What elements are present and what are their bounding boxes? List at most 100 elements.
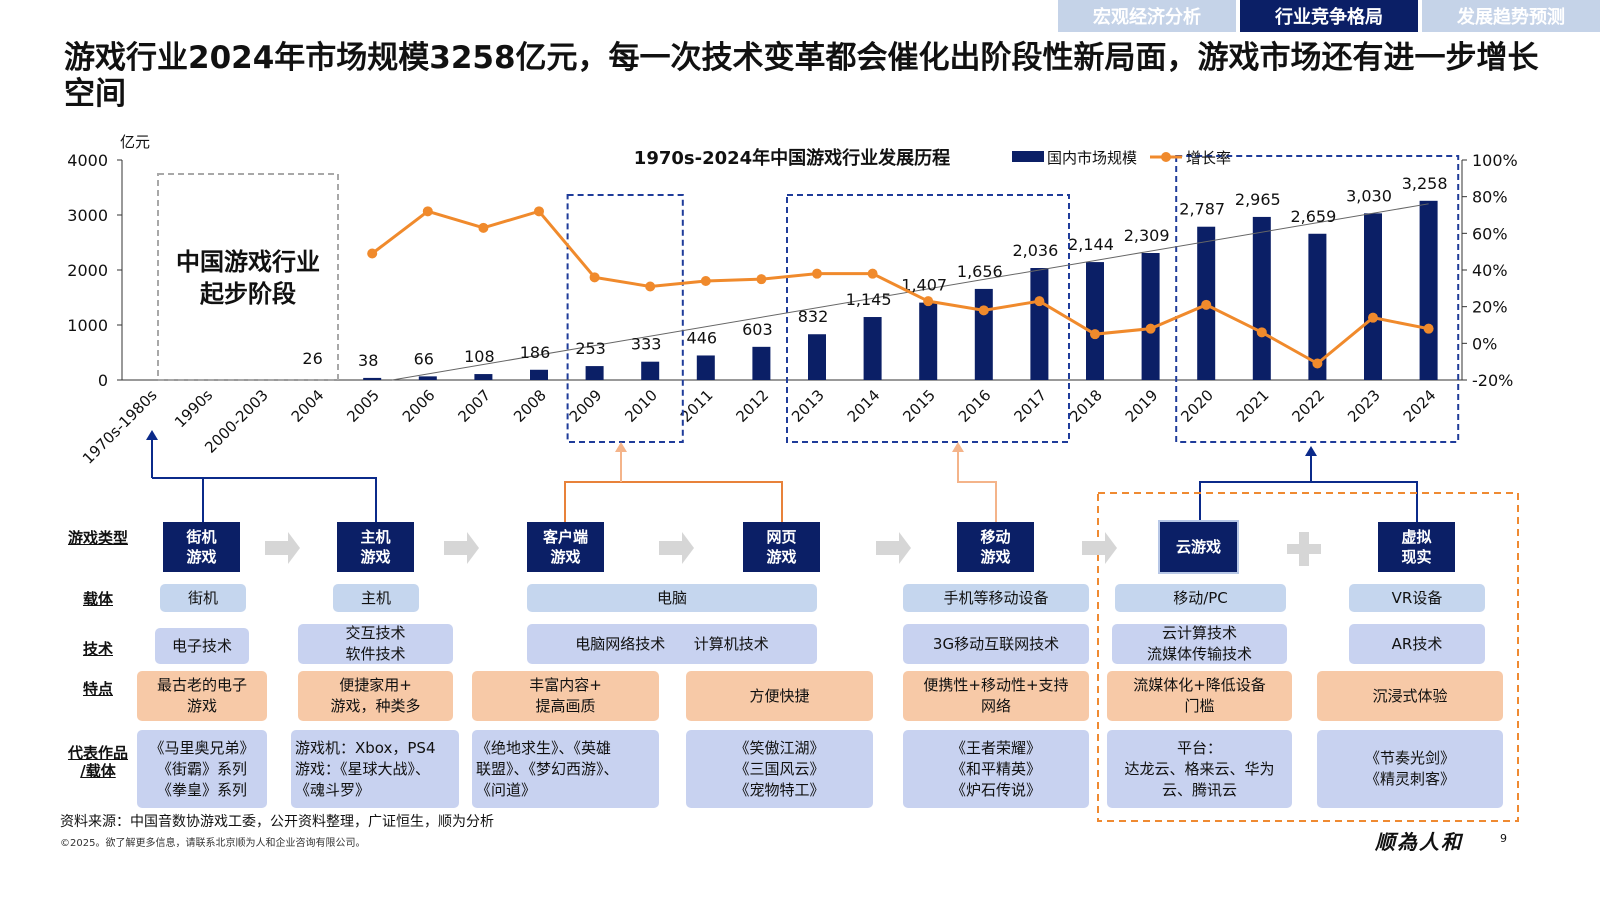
highlight-frame-2009-2010 [566,194,684,443]
y-tick-label-left: 4000 [67,151,108,170]
x-tick-label: 2019 [1122,386,1162,426]
bar-2016 [974,288,993,380]
page-title: 游戏行业2024年市场规模3258亿元，每一次技术变革都会催化出阶段性新局面，游… [64,40,1539,112]
data-label-2005: 38 [358,351,378,370]
company-logo: 顺為人和 [1375,830,1463,854]
works-arcade: 《马里奥兄弟》 《街霸》系列 《拳皇》系列 [137,730,267,808]
growth-rate-line [371,209,1429,366]
tab-trend[interactable]: 发展趋势预测 [1422,0,1600,32]
tech-arcade: 电子技术 [155,628,249,664]
data-label-2012: 603 [742,320,773,339]
type-web: 网页 游戏 [743,522,820,572]
y-tick-label-left: 3000 [67,206,108,225]
tech-cloud: 云计算技术 流媒体传输技术 [1112,624,1287,664]
bar-2008 [530,369,548,380]
bar-2007 [474,374,493,380]
x-tick-label: 2022 [1288,386,1328,426]
section-nav: 宏观经济分析 行业竞争格局 发展趋势预测 [1054,0,1600,34]
y-tick-label-right: 80% [1472,188,1508,207]
x-tick-label: 2012 [732,386,772,426]
works-cloud: 平台： 达龙云、格来云、华为 云、腾讯云 [1107,730,1292,808]
y-tick-label-left: 2000 [67,261,108,280]
x-tick-label: 2013 [788,386,828,426]
works-console: 游戏机：Xbox，PS4 游戏：《星球大战》、 《魂斗罗》 [291,730,459,808]
x-tick-label: 1970s-1980s [79,386,161,468]
growth-rate-point [367,248,378,259]
data-label-2017: 2,036 [1012,241,1058,260]
feature-web: 方便快捷 [686,671,873,721]
x-tick-label: 1990s [171,386,216,431]
feature-vr: 沉浸式体验 [1317,671,1503,721]
bar-2021 [1252,216,1271,380]
growth-rate-point [645,281,656,292]
chart-title: 1970s-2024年中国游戏行业发展历程 [634,147,950,169]
y-tick-label-right: 100% [1472,151,1518,170]
x-tick-label: 2024 [1400,386,1440,426]
bar-2019 [1141,253,1160,380]
market-chart: 0 1000 2000 3000 4000 亿元 -20% 0% 20% 40% 60% 80% 100… [67,133,1518,468]
x-tick-label: 2017 [1010,386,1050,426]
y-tick-label-right: 60% [1472,224,1508,243]
plus-icon [1299,532,1309,566]
growth-rate-point [978,305,989,316]
type-mobile: 移动 游戏 [957,522,1034,572]
bar-2009 [585,366,604,380]
stage-arrow-icon [265,532,300,564]
page-number: 9 [1500,832,1507,845]
tab-competition[interactable]: 行业竞争格局 [1240,0,1418,32]
x-tick-label: 2021 [1233,386,1273,426]
data-label-2022: 2,659 [1290,207,1336,226]
growth-rate-point [1090,329,1100,340]
data-label-2020: 2,787 [1179,200,1225,219]
start-stage-label: 中国游戏行业 [176,248,320,276]
feature-client: 丰富内容+ 提高画质 [472,671,659,721]
source-note: 资料来源：中国音数协游戏工委，公开资料整理，广证恒生，顺为分析 [60,814,494,830]
row-label-tech: 技术 [82,640,113,658]
stage-arrow-icon [659,532,694,564]
start-stage-frame [157,173,339,381]
x-tick-label: 2009 [566,386,606,426]
y-tick-label-right: 0% [1472,334,1497,353]
x-tick-label: 2004 [288,386,328,426]
carrier-console: 主机 [333,584,419,612]
row-label-feature: 特点 [82,680,113,698]
bar-2012 [752,346,771,380]
growth-rate-point [589,272,600,283]
data-label-2004: 26 [302,349,322,368]
data-label-2015: 1,407 [901,276,947,295]
data-label-2014: 1,145 [846,290,892,309]
legend-marker-line [1161,152,1171,162]
data-label-2024: 3,258 [1402,174,1448,193]
growth-rate-point [923,296,934,307]
legend-swatch-bar [1012,151,1044,162]
x-tick-label: 2020 [1177,386,1217,426]
x-tick-label: 2005 [343,386,383,426]
row-label-works: 代表作品 /载体 [67,744,128,780]
data-label-2013: 832 [798,307,829,326]
stage-arrow-icon [444,532,479,564]
growth-rate-point [478,222,489,233]
works-vr: 《节奏光剑》 《精灵刺客》 [1317,730,1503,808]
growth-rate-point [422,206,433,217]
data-label-2011: 446 [687,328,718,347]
data-label-2016: 1,656 [957,262,1003,281]
growth-rate-point [700,276,711,286]
data-label-2007: 108 [464,347,495,366]
x-tick-label: 2007 [454,386,494,426]
bar-2023 [1364,213,1382,380]
carrier-cloud: 移动/PC [1115,584,1286,612]
growth-rate-point [1201,299,1212,310]
tab-macro[interactable]: 宏观经济分析 [1058,0,1236,32]
bar-2024 [1419,200,1438,380]
row-label-carrier: 载体 [82,590,113,608]
growth-rate-point [1312,358,1323,369]
y-tick-label-left: 0 [98,371,108,390]
data-label-2009: 253 [575,339,606,358]
data-label-2021: 2,965 [1235,190,1281,209]
bar-2015 [919,302,938,380]
type-vr: 虚拟 现实 [1378,522,1455,572]
growth-rate-point [867,268,878,279]
type-console: 主机 游戏 [337,522,414,572]
growth-rate-point [1145,323,1156,334]
works-client: 《绝地求生》、《英雄 联盟》、《梦幻西游》、 《问道》 [472,730,659,808]
